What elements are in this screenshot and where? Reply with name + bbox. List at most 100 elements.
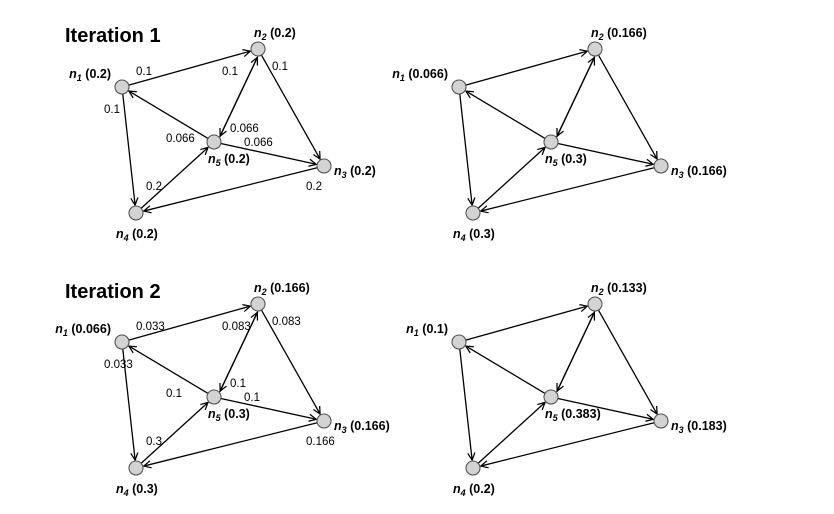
edge-n3-to-n4 bbox=[481, 167, 655, 211]
edge-n5-to-n1 bbox=[129, 91, 209, 139]
node-value: (0.1) bbox=[419, 322, 448, 336]
node-value: (0.183) bbox=[684, 419, 727, 433]
node-n3 bbox=[316, 413, 332, 429]
heading-iteration-1: Iteration 1 bbox=[65, 25, 161, 47]
node-label-n1: n1 (0.066) bbox=[392, 67, 448, 83]
edge-n1-to-n2 bbox=[128, 51, 251, 86]
edge-n1-to-n2 bbox=[128, 306, 251, 341]
node-n3 bbox=[653, 158, 669, 174]
node-subscript: 5 bbox=[216, 158, 222, 168]
node-symbol: n bbox=[591, 281, 599, 295]
node-symbol: n bbox=[334, 164, 342, 178]
node-value: (0.2) bbox=[221, 152, 250, 166]
edge-n5-to-n2 bbox=[219, 313, 258, 393]
node-n4 bbox=[128, 460, 144, 476]
edge-n5-to-n3 bbox=[557, 397, 653, 419]
node-subscript: 4 bbox=[460, 488, 466, 498]
edge-n5-to-n1 bbox=[466, 346, 546, 394]
edge-n5-to-n1 bbox=[129, 346, 209, 394]
node-n5 bbox=[206, 389, 222, 405]
node-subscript: 2 bbox=[261, 287, 267, 297]
edge-label-n2-n3: 0.1 bbox=[272, 61, 288, 73]
edge-n5-to-n3 bbox=[557, 142, 653, 164]
node-symbol: n bbox=[406, 322, 414, 336]
node-symbol: n bbox=[254, 26, 262, 40]
node-symbol: n bbox=[55, 322, 63, 336]
node-n5 bbox=[543, 134, 559, 150]
node-symbol: n bbox=[208, 407, 216, 421]
node-symbol: n bbox=[116, 482, 124, 496]
edge-label-n5-n3: 0.066 bbox=[244, 137, 273, 149]
node-subscript: 4 bbox=[123, 488, 129, 498]
node-symbol: n bbox=[208, 152, 216, 166]
edge-label-n5-n3: 0.1 bbox=[244, 392, 260, 404]
node-subscript: 2 bbox=[598, 32, 604, 42]
graph-panel-2: n1 (0.066)n2 (0.166)n3 (0.166)n4 (0.3)n5… bbox=[392, 26, 727, 243]
node-symbol: n bbox=[545, 407, 553, 421]
node-subscript: 2 bbox=[261, 32, 267, 42]
node-value: (0.066) bbox=[405, 67, 448, 81]
edge-label-n5-n2: 0.066 bbox=[230, 123, 259, 135]
node-subscript: 1 bbox=[414, 328, 419, 338]
node-label-n5: n5 (0.3) bbox=[545, 152, 587, 168]
edge-label-n3-n4: 0.166 bbox=[306, 436, 335, 448]
node-n1 bbox=[451, 79, 467, 95]
edge-n4-to-n5 bbox=[140, 402, 208, 464]
node-symbol: n bbox=[545, 152, 553, 166]
edge-n2-to-n3 bbox=[260, 54, 320, 159]
graph-panel-4: n1 (0.1)n2 (0.133)n3 (0.183)n4 (0.2)n5 (… bbox=[406, 281, 727, 498]
node-symbol: n bbox=[591, 26, 599, 40]
node-symbol: n bbox=[392, 67, 400, 81]
node-n5 bbox=[206, 134, 222, 150]
node-n1 bbox=[114, 334, 130, 350]
node-symbol: n bbox=[334, 419, 342, 433]
edge-label-n4-n5: 0.2 bbox=[146, 181, 162, 193]
node-label-n5: n5 (0.3) bbox=[208, 407, 250, 423]
edge-label-n2-n5: 0.1 bbox=[222, 66, 238, 78]
node-n4 bbox=[465, 460, 481, 476]
node-value: (0.3) bbox=[221, 407, 250, 421]
node-symbol: n bbox=[116, 227, 124, 241]
node-n5 bbox=[543, 389, 559, 405]
edge-n2-to-n3 bbox=[597, 309, 657, 414]
edge-label-n1-n2: 0.033 bbox=[136, 321, 165, 333]
node-label-n4: n4 (0.3) bbox=[453, 227, 495, 243]
node-label-n2: n2 (0.133) bbox=[591, 281, 647, 297]
edge-n2-to-n3 bbox=[260, 309, 320, 414]
node-value: (0.2) bbox=[347, 164, 376, 178]
node-subscript: 1 bbox=[77, 73, 82, 83]
node-value: (0.066) bbox=[68, 322, 111, 336]
edge-label-n1-n2: 0.1 bbox=[136, 66, 152, 78]
node-label-n1: n1 (0.1) bbox=[406, 322, 448, 338]
edge-n1-to-n4 bbox=[459, 93, 472, 205]
node-value: (0.166) bbox=[604, 26, 647, 40]
edge-n1-to-n4 bbox=[122, 348, 135, 460]
node-symbol: n bbox=[254, 281, 262, 295]
node-label-n3: n3 (0.183) bbox=[671, 419, 727, 435]
edge-n5-to-n2 bbox=[556, 58, 595, 138]
node-label-n5: n5 (0.383) bbox=[545, 407, 601, 423]
edge-n3-to-n4 bbox=[481, 422, 655, 466]
edge-n2-to-n3 bbox=[597, 54, 657, 159]
node-label-n1: n1 (0.2) bbox=[69, 67, 111, 83]
edge-n4-to-n5 bbox=[477, 147, 545, 209]
edge-n1-to-n2 bbox=[465, 306, 588, 341]
node-label-n1: n1 (0.066) bbox=[55, 322, 111, 338]
node-value: (0.3) bbox=[129, 482, 158, 496]
edge-n1-to-n2 bbox=[465, 51, 588, 86]
edge-n1-to-n4 bbox=[122, 93, 135, 205]
node-symbol: n bbox=[671, 419, 679, 433]
edge-label-n3-n4: 0.2 bbox=[306, 181, 322, 193]
edge-n1-to-n4 bbox=[459, 348, 472, 460]
node-label-n2: n2 (0.2) bbox=[254, 26, 296, 42]
node-value: (0.3) bbox=[558, 152, 587, 166]
node-value: (0.133) bbox=[604, 281, 647, 295]
node-label-n2: n2 (0.166) bbox=[591, 26, 647, 42]
edge-n5-to-n3 bbox=[220, 142, 316, 164]
heading-iteration-2: Iteration 2 bbox=[65, 281, 161, 303]
edge-label-n5-n1: 0.066 bbox=[166, 133, 195, 145]
node-value: (0.2) bbox=[129, 227, 158, 241]
